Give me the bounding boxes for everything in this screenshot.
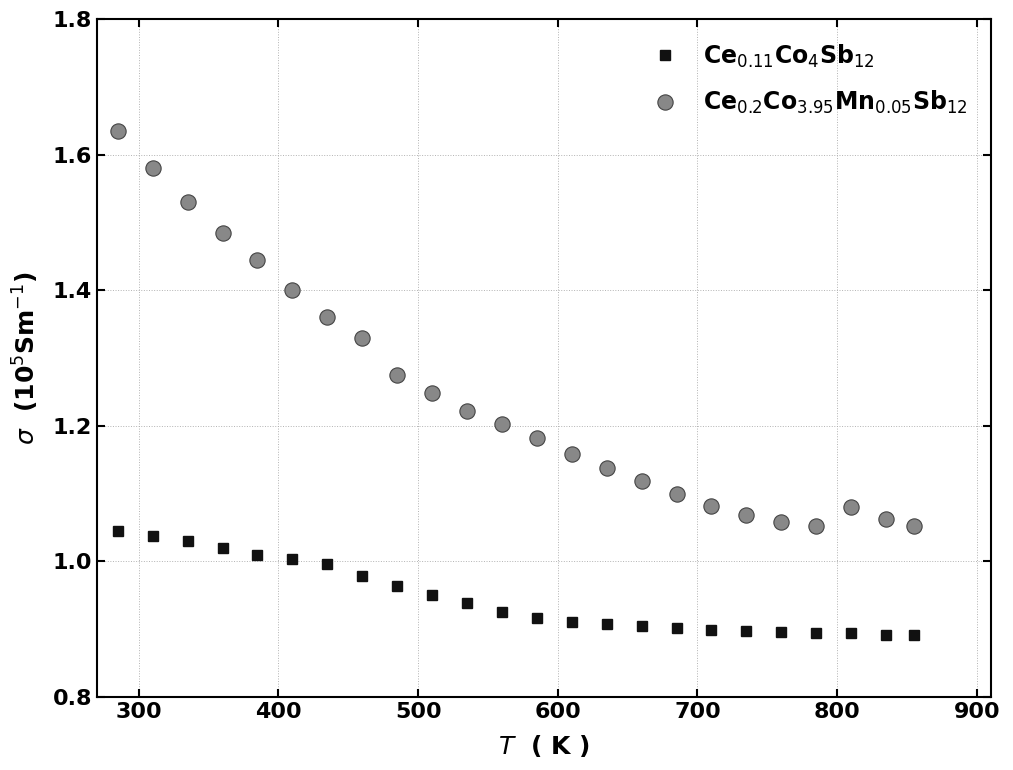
Ce$_{0.11}$Co$_{4}$Sb$_{12}$ [671,624,683,633]
Ce$_{0.2}$Co$_{3.95}$Mn$_{0.05}$Sb$_{12}$ [495,420,508,429]
Ce$_{0.11}$Co$_{4}$Sb$_{12}$ [635,622,647,631]
Ce$_{0.2}$Co$_{3.95}$Mn$_{0.05}$Sb$_{12}$ [181,197,193,206]
Ce$_{0.11}$Co$_{4}$Sb$_{12}$ [531,614,543,623]
Ce$_{0.2}$Co$_{3.95}$Mn$_{0.05}$Sb$_{12}$ [147,163,159,172]
Ce$_{0.2}$Co$_{3.95}$Mn$_{0.05}$Sb$_{12}$ [287,286,299,295]
Ce$_{0.2}$Co$_{3.95}$Mn$_{0.05}$Sb$_{12}$ [635,477,647,486]
Ce$_{0.2}$Co$_{3.95}$Mn$_{0.05}$Sb$_{12}$ [391,370,403,380]
Ce$_{0.11}$Co$_{4}$Sb$_{12}$ [357,571,369,581]
Ce$_{0.11}$Co$_{4}$Sb$_{12}$ [147,531,159,541]
Ce$_{0.11}$Co$_{4}$Sb$_{12}$ [775,628,787,637]
Ce$_{0.11}$Co$_{4}$Sb$_{12}$ [181,537,193,546]
Ce$_{0.11}$Co$_{4}$Sb$_{12}$ [601,619,613,628]
Ce$_{0.2}$Co$_{3.95}$Mn$_{0.05}$Sb$_{12}$ [111,126,124,136]
Ce$_{0.11}$Co$_{4}$Sb$_{12}$ [321,560,333,569]
Ce$_{0.11}$Co$_{4}$Sb$_{12}$ [845,628,857,638]
X-axis label: $T$  ( K ): $T$ ( K ) [497,733,590,759]
Ce$_{0.11}$Co$_{4}$Sb$_{12}$ [880,630,892,639]
Line: Ce$_{0.11}$Co$_{4}$Sb$_{12}$: Ce$_{0.11}$Co$_{4}$Sb$_{12}$ [112,526,919,640]
Ce$_{0.2}$Co$_{3.95}$Mn$_{0.05}$Sb$_{12}$ [775,517,787,527]
Y-axis label: $\sigma$  (10$^{5}$Sm$^{-1}$): $\sigma$ (10$^{5}$Sm$^{-1}$) [11,271,42,445]
Ce$_{0.2}$Co$_{3.95}$Mn$_{0.05}$Sb$_{12}$ [601,464,613,473]
Ce$_{0.11}$Co$_{4}$Sb$_{12}$ [810,628,823,638]
Ce$_{0.11}$Co$_{4}$Sb$_{12}$ [908,631,920,640]
Ce$_{0.11}$Co$_{4}$Sb$_{12}$ [287,554,299,564]
Ce$_{0.2}$Co$_{3.95}$Mn$_{0.05}$Sb$_{12}$ [880,514,892,524]
Ce$_{0.11}$Co$_{4}$Sb$_{12}$ [391,582,403,591]
Ce$_{0.2}$Co$_{3.95}$Mn$_{0.05}$Sb$_{12}$ [671,489,683,498]
Ce$_{0.11}$Co$_{4}$Sb$_{12}$ [705,625,717,634]
Ce$_{0.2}$Co$_{3.95}$Mn$_{0.05}$Sb$_{12}$ [461,407,473,416]
Ce$_{0.2}$Co$_{3.95}$Mn$_{0.05}$Sb$_{12}$ [845,503,857,512]
Ce$_{0.2}$Co$_{3.95}$Mn$_{0.05}$Sb$_{12}$ [565,450,577,459]
Ce$_{0.2}$Co$_{3.95}$Mn$_{0.05}$Sb$_{12}$ [705,501,717,511]
Ce$_{0.11}$Co$_{4}$Sb$_{12}$ [495,607,508,616]
Line: Ce$_{0.2}$Co$_{3.95}$Mn$_{0.05}$Sb$_{12}$: Ce$_{0.2}$Co$_{3.95}$Mn$_{0.05}$Sb$_{12}… [110,123,922,534]
Ce$_{0.11}$Co$_{4}$Sb$_{12}$ [217,543,229,552]
Ce$_{0.2}$Co$_{3.95}$Mn$_{0.05}$Sb$_{12}$ [251,255,263,264]
Ce$_{0.2}$Co$_{3.95}$Mn$_{0.05}$Sb$_{12}$ [531,434,543,443]
Ce$_{0.2}$Co$_{3.95}$Mn$_{0.05}$Sb$_{12}$ [426,389,439,398]
Legend: Ce$_{0.11}$Co$_{4}$Sb$_{12}$, Ce$_{0.2}$Co$_{3.95}$Mn$_{0.05}$Sb$_{12}$: Ce$_{0.11}$Co$_{4}$Sb$_{12}$, Ce$_{0.2}$… [629,31,979,128]
Ce$_{0.11}$Co$_{4}$Sb$_{12}$ [461,599,473,608]
Ce$_{0.11}$Co$_{4}$Sb$_{12}$ [426,591,439,600]
Ce$_{0.11}$Co$_{4}$Sb$_{12}$ [565,618,577,627]
Ce$_{0.2}$Co$_{3.95}$Mn$_{0.05}$Sb$_{12}$ [908,521,920,531]
Ce$_{0.2}$Co$_{3.95}$Mn$_{0.05}$Sb$_{12}$ [357,333,369,343]
Ce$_{0.2}$Co$_{3.95}$Mn$_{0.05}$Sb$_{12}$ [741,511,753,520]
Ce$_{0.11}$Co$_{4}$Sb$_{12}$ [111,526,124,535]
Ce$_{0.2}$Co$_{3.95}$Mn$_{0.05}$Sb$_{12}$ [810,521,823,531]
Ce$_{0.2}$Co$_{3.95}$Mn$_{0.05}$Sb$_{12}$ [321,313,333,322]
Ce$_{0.11}$Co$_{4}$Sb$_{12}$ [251,550,263,559]
Ce$_{0.11}$Co$_{4}$Sb$_{12}$ [741,627,753,636]
Ce$_{0.2}$Co$_{3.95}$Mn$_{0.05}$Sb$_{12}$ [217,228,229,237]
